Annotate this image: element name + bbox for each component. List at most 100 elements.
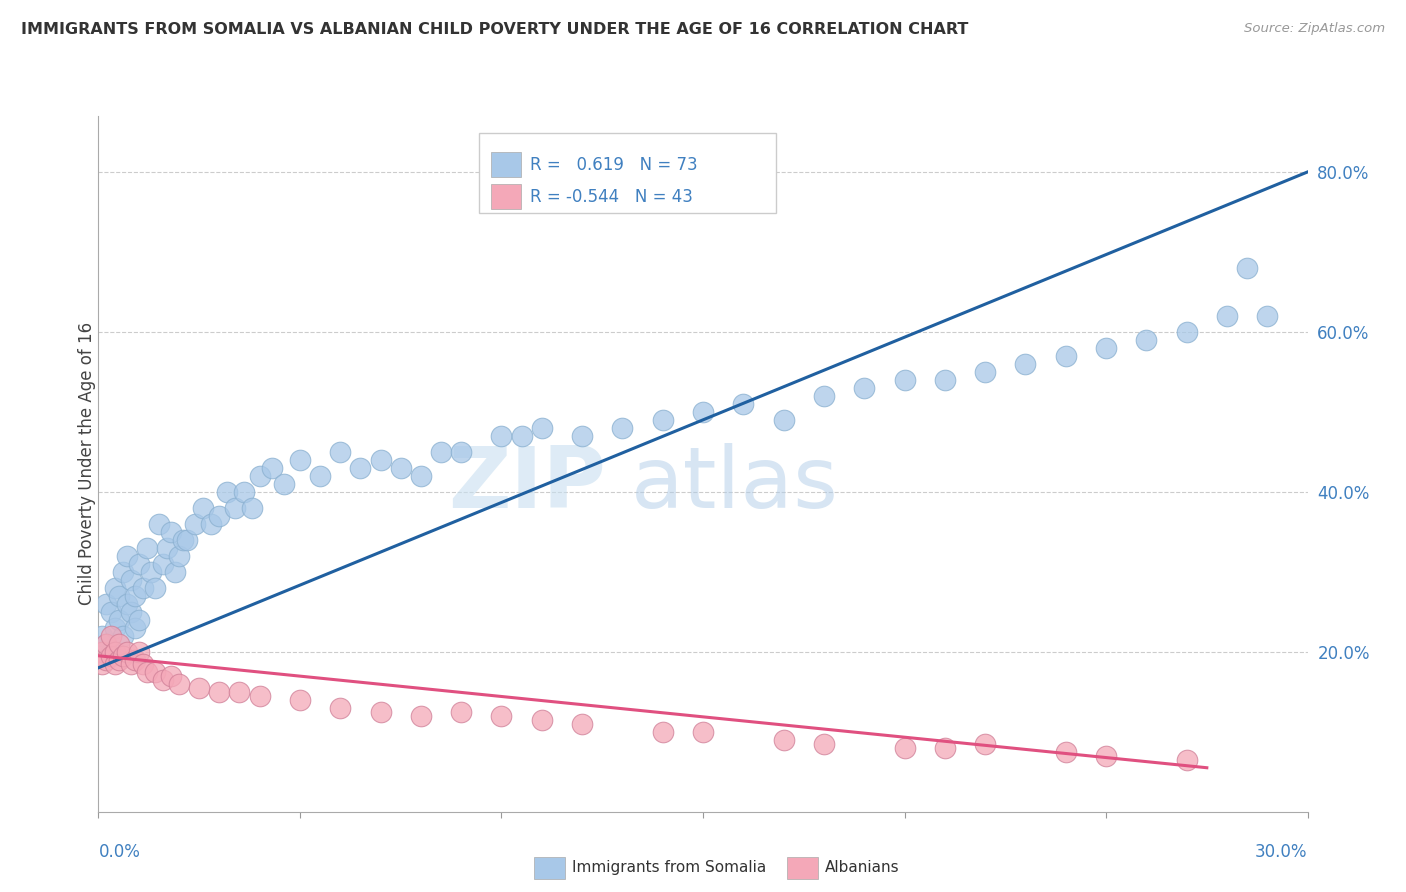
Point [111,648,134,663]
Point [143,665,166,679]
Point [224,500,246,515]
Point [100,605,122,619]
Point [571,716,593,731]
Point [107,589,129,603]
Point [1054,349,1077,363]
Point [128,645,150,659]
Point [430,445,453,459]
Point [450,445,472,459]
Text: Immigrants from Somalia: Immigrants from Somalia [572,861,766,875]
Point [240,500,263,515]
Point [103,645,125,659]
Point [167,677,190,691]
Point [100,645,122,659]
Point [96,637,118,651]
Point [188,681,211,695]
Text: IMMIGRANTS FROM SOMALIA VS ALBANIAN CHILD POVERTY UNDER THE AGE OF 16 CORRELATIO: IMMIGRANTS FROM SOMALIA VS ALBANIAN CHIL… [21,22,969,37]
Point [135,541,157,555]
Point [107,653,129,667]
Point [409,708,432,723]
Point [156,541,179,555]
Point [692,405,714,419]
Point [893,740,915,755]
Point [530,713,553,727]
Point [124,589,146,603]
Point [1175,753,1198,767]
Point [91,657,114,671]
Point [309,468,332,483]
Point [1135,333,1157,347]
Point [974,365,997,379]
Point [491,429,513,443]
Point [974,737,997,751]
Point [103,581,125,595]
Point [208,508,231,523]
Point [152,673,174,687]
Point [813,737,835,751]
Point [329,445,352,459]
Point [91,645,114,659]
Point [115,549,138,563]
Point [228,685,250,699]
Y-axis label: Child Poverty Under the Age of 16: Child Poverty Under the Age of 16 [79,322,96,606]
Point [163,565,186,579]
Text: 30.0%: 30.0% [1256,843,1308,861]
Point [184,516,207,531]
Point [260,460,283,475]
Point [128,557,150,571]
Point [934,740,956,755]
Point [232,484,254,499]
Point [103,657,125,671]
Point [193,500,215,515]
Point [115,597,138,611]
Point [148,516,170,531]
Point [853,381,876,395]
Point [370,453,392,467]
Point [813,389,835,403]
Point [510,429,533,443]
Point [389,460,412,475]
Point [128,613,150,627]
Point [96,637,118,651]
Point [349,460,371,475]
Point [160,524,183,539]
Point [772,413,794,427]
Text: Albanians: Albanians [825,861,900,875]
Text: R =   0.619   N = 73: R = 0.619 N = 73 [530,156,697,174]
Point [288,692,311,706]
Point [120,573,142,587]
Text: R = -0.544   N = 43: R = -0.544 N = 43 [530,188,693,206]
Point [160,669,183,683]
Point [111,565,134,579]
Point [1014,357,1036,371]
Point [249,468,271,483]
Point [217,484,239,499]
Point [273,476,295,491]
Point [200,516,222,531]
Point [329,700,352,714]
Point [152,557,174,571]
Point [1216,309,1239,323]
Point [934,373,956,387]
Point [893,373,915,387]
Point [772,732,794,747]
Point [120,657,142,671]
Point [100,648,122,663]
Point [132,657,155,671]
Point [172,533,194,547]
Point [115,645,138,659]
Point [208,685,231,699]
Point [1095,341,1118,355]
Point [1054,745,1077,759]
Point [651,413,673,427]
Text: 0.0%: 0.0% [98,843,141,861]
Point [120,605,142,619]
Point [1236,260,1258,275]
Point [530,421,553,435]
Point [409,468,432,483]
Point [1095,748,1118,763]
Point [139,565,162,579]
Point [249,689,271,703]
Point [491,708,513,723]
Point [124,653,146,667]
